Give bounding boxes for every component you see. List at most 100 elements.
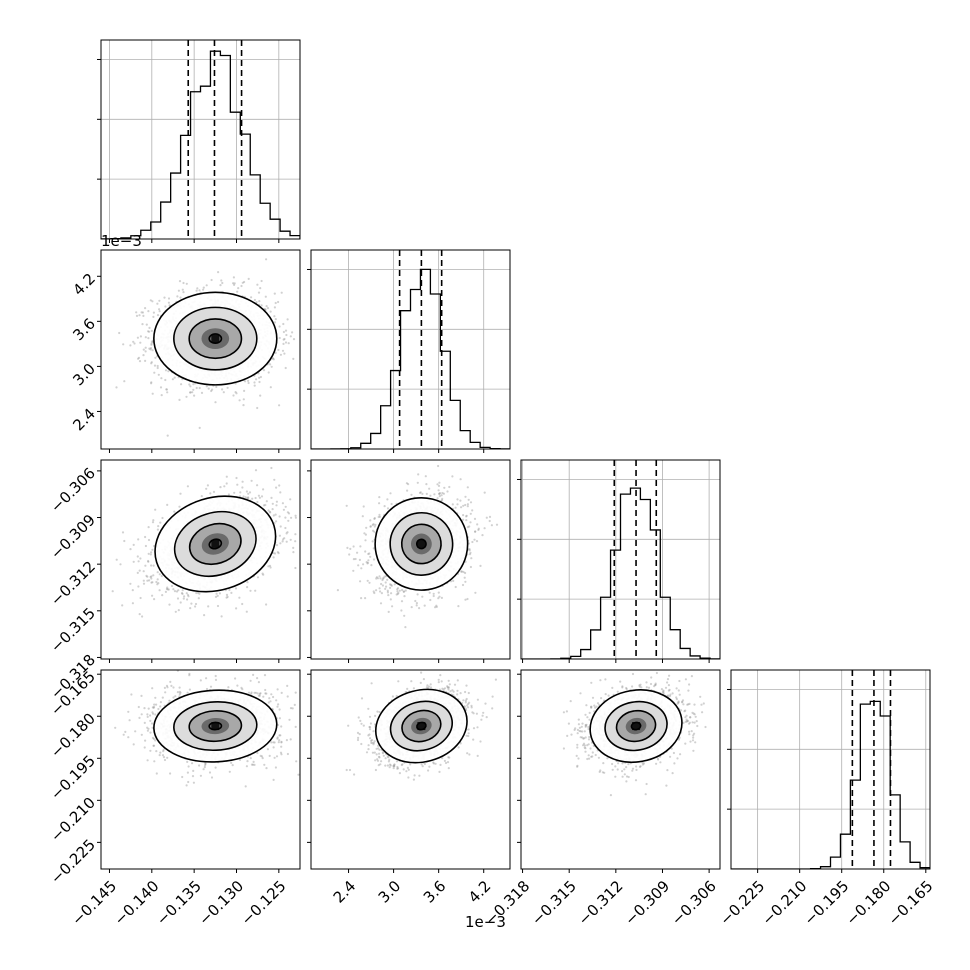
sample-point bbox=[390, 502, 393, 506]
sample-point bbox=[132, 340, 135, 343]
sample-point bbox=[469, 521, 472, 524]
sample-point bbox=[214, 401, 217, 404]
sample-point bbox=[387, 594, 390, 597]
sample-point bbox=[440, 494, 443, 497]
sample-point bbox=[362, 563, 365, 566]
sample-point bbox=[158, 310, 161, 313]
sample-point bbox=[273, 292, 276, 295]
sample-point bbox=[284, 526, 287, 530]
sample-point bbox=[292, 357, 295, 360]
sample-point bbox=[138, 613, 141, 616]
sample-point bbox=[239, 491, 242, 494]
sample-point bbox=[264, 308, 267, 311]
sample-point bbox=[435, 604, 438, 607]
sample-point bbox=[205, 385, 208, 388]
sample-point bbox=[240, 284, 243, 288]
sample-point bbox=[243, 389, 246, 392]
sample-point bbox=[265, 603, 268, 606]
sample-point bbox=[216, 604, 220, 608]
sample-point bbox=[466, 505, 469, 508]
sample-point bbox=[471, 509, 474, 512]
sample-point bbox=[166, 588, 169, 591]
sample-point bbox=[121, 531, 125, 534]
sample-point bbox=[206, 484, 209, 487]
sample-point bbox=[230, 591, 233, 595]
sample-point bbox=[397, 591, 400, 595]
sample-point bbox=[403, 595, 406, 598]
sample-point bbox=[271, 508, 274, 511]
sample-point bbox=[147, 330, 150, 333]
sample-point bbox=[153, 364, 157, 367]
sample-point bbox=[147, 526, 150, 529]
sample-point bbox=[256, 484, 259, 487]
scatter-panel-2-1 bbox=[307, 459, 511, 663]
sample-point bbox=[284, 341, 288, 344]
sample-point bbox=[269, 310, 272, 313]
sample-point bbox=[158, 589, 161, 592]
sample-point bbox=[118, 331, 121, 335]
sample-point bbox=[383, 575, 386, 578]
sample-point bbox=[262, 573, 265, 576]
sample-point bbox=[360, 567, 363, 570]
sample-point bbox=[209, 492, 212, 495]
sample-point bbox=[400, 600, 404, 603]
sample-point bbox=[241, 281, 244, 284]
sample-point bbox=[247, 379, 250, 382]
sample-point bbox=[177, 289, 180, 292]
sample-point bbox=[207, 605, 210, 608]
sample-point bbox=[186, 598, 189, 601]
sample-point bbox=[152, 315, 155, 318]
sample-point bbox=[160, 377, 163, 380]
sample-point bbox=[215, 592, 218, 595]
sample-point bbox=[438, 495, 441, 498]
sample-point bbox=[256, 500, 259, 504]
sample-point bbox=[155, 580, 158, 584]
sample-point bbox=[195, 591, 198, 595]
sample-point bbox=[259, 375, 262, 379]
sample-point bbox=[378, 496, 381, 499]
sample-point bbox=[167, 588, 170, 591]
sample-point bbox=[488, 519, 491, 523]
sample-point bbox=[267, 509, 270, 512]
sample-point bbox=[251, 497, 254, 500]
sample-point bbox=[416, 481, 419, 484]
sample-point bbox=[137, 560, 140, 563]
y-tick-label: −0.309 bbox=[47, 511, 99, 563]
sample-point bbox=[390, 592, 393, 595]
sample-point bbox=[149, 348, 152, 351]
sample-point bbox=[150, 362, 153, 365]
sample-point bbox=[148, 347, 151, 350]
sample-point bbox=[136, 571, 139, 575]
sample-point bbox=[161, 516, 164, 520]
sample-point bbox=[176, 597, 180, 600]
sample-point bbox=[282, 338, 285, 341]
sample-point bbox=[232, 394, 235, 397]
sample-point bbox=[141, 323, 144, 326]
sample-point bbox=[165, 388, 168, 391]
sample-point bbox=[265, 258, 268, 261]
density-peak bbox=[211, 539, 220, 548]
sample-point bbox=[195, 289, 198, 292]
sample-point bbox=[178, 280, 182, 283]
sample-point bbox=[193, 394, 196, 397]
sample-point bbox=[469, 551, 472, 554]
sample-point bbox=[352, 545, 355, 548]
sample-point bbox=[144, 535, 147, 539]
sample-point bbox=[273, 321, 277, 324]
sample-point bbox=[156, 364, 159, 368]
sample-point bbox=[451, 503, 454, 506]
sample-point bbox=[376, 577, 380, 580]
sample-point bbox=[142, 354, 145, 357]
sample-point bbox=[165, 388, 168, 391]
sample-point bbox=[235, 607, 238, 610]
sample-point bbox=[158, 308, 161, 311]
sample-point bbox=[160, 574, 163, 578]
sample-point bbox=[241, 602, 244, 606]
sample-point bbox=[407, 483, 410, 486]
sample-point bbox=[287, 512, 291, 515]
sample-point bbox=[278, 336, 281, 340]
sample-point bbox=[247, 496, 250, 499]
sample-point bbox=[283, 537, 286, 540]
sample-point bbox=[436, 497, 439, 500]
sample-point bbox=[425, 483, 428, 486]
